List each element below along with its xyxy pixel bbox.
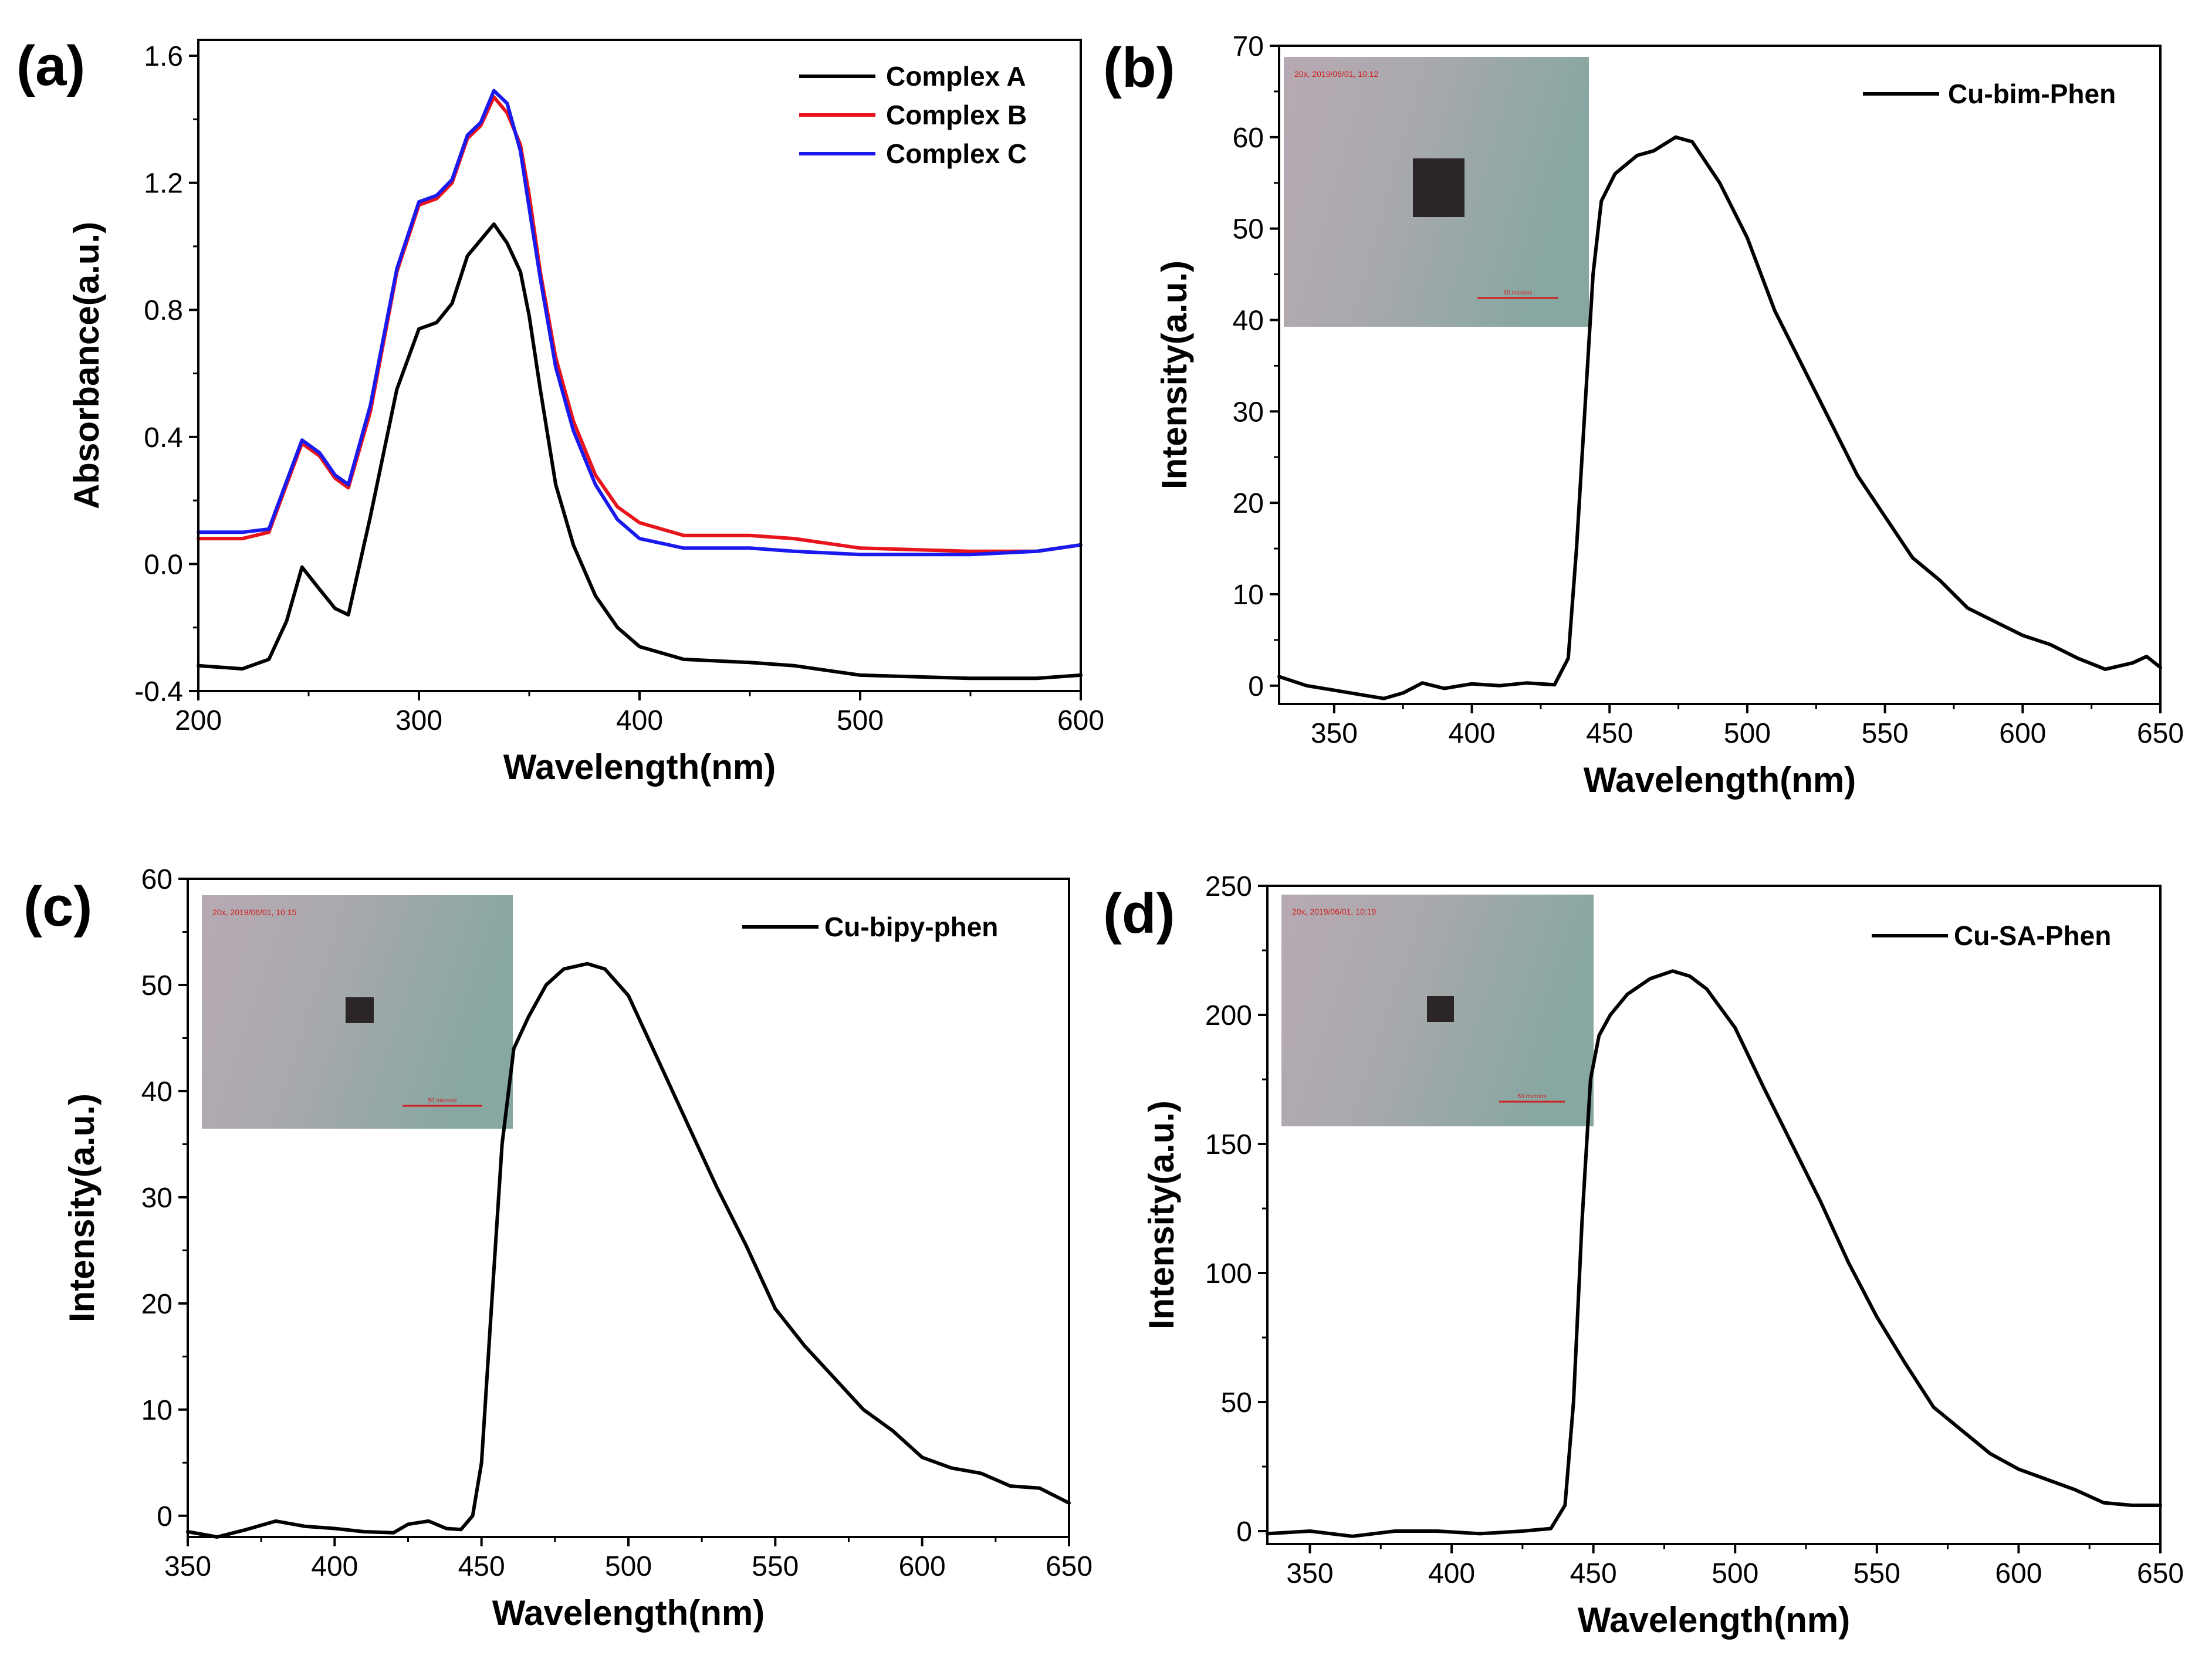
series-line-cu-sa-phen [1266,969,2162,1538]
series-line-complex-b [197,95,1083,553]
y-axis-label: Intensity(a.u.) [62,1093,102,1322]
y-tick-label: 70 [1233,31,1264,62]
y-tick-label: 30 [141,1183,173,1214]
inset-crystal [1413,158,1464,217]
panel-label: (c) [23,875,92,938]
legend-label: Cu-SA-Phen [1954,920,2111,951]
series-line-complex-c [197,89,1083,557]
y-tick-label: 40 [1233,306,1264,337]
legend-label: Complex C [886,138,1027,169]
y-tick-label: 200 [1205,1000,1252,1031]
x-axis-label: Wavelength(nm) [503,747,776,787]
x-tick-label: 550 [1862,718,1909,749]
y-tick-label: 20 [1233,488,1264,519]
y-tick-label: 20 [141,1289,173,1320]
x-tick-label: 600 [1995,1558,2042,1589]
y-tick-label: 40 [141,1076,173,1108]
panel-label: (d) [1103,882,1175,945]
y-tick-label: 60 [141,864,173,895]
y-axis-label: Intensity(a.u.) [1142,1101,1181,1329]
x-tick-label: 450 [458,1551,505,1582]
panel-label: (b) [1103,36,1175,99]
x-tick-label: 650 [2137,1558,2184,1589]
y-axis-label: Absorbance(a.u.) [67,222,106,509]
x-tick-label: 200 [175,705,222,736]
inset-crystal [346,997,374,1023]
x-tick-label: 450 [1570,1558,1617,1589]
x-tick-label: 500 [605,1551,652,1582]
x-tick-label: 350 [164,1551,211,1582]
x-tick-label: 600 [899,1551,946,1582]
legend-label: Cu-bipy-phen [824,912,998,942]
x-tick-label: 500 [1724,718,1771,749]
x-tick-label: 600 [1057,705,1104,736]
legend-label: Cu-bim-Phen [1948,79,2116,109]
y-tick-label: 0 [1248,671,1264,702]
series-line-complex-a [197,222,1083,680]
x-tick-label: 400 [616,705,663,736]
x-tick-label: 400 [1449,718,1496,749]
inset-scale-label: 50 microns [428,1098,457,1104]
y-tick-label: 0.0 [144,549,183,580]
x-tick-label: 350 [1311,718,1358,749]
x-tick-label: 600 [1999,718,2046,749]
series-line-cu-bipy-phen [186,961,1071,1539]
y-tick-label: 0.4 [144,422,183,453]
y-tick-label: 50 [1221,1387,1252,1418]
x-axis-label: Wavelength(nm) [1578,1600,1850,1640]
inset-scale-label: 50 microns [1518,1093,1547,1100]
chart-panel-a: 200 300 400 500 600 -0.4 0.0 0.4 0.8 1.2 1.6 Wavele… [16,35,1104,787]
y-tick-label: 250 [1205,871,1252,902]
x-tick-label: 350 [1286,1558,1333,1589]
y-tick-label: 1.2 [144,168,183,199]
y-tick-label: 50 [141,970,173,1001]
inset-caption: 20x, 2019/06/01, 10:15 [212,908,296,917]
x-tick-label: 500 [1712,1558,1758,1589]
inset-caption: 20x, 2019/06/01, 10:12 [1294,69,1378,79]
y-axis-label: Intensity(a.u.) [1155,260,1194,489]
y-tick-label: -0.4 [134,676,183,707]
y-tick-label: 50 [1233,214,1264,245]
x-tick-label: 650 [2137,718,2184,749]
y-tick-label: 100 [1205,1258,1252,1289]
y-tick-label: 1.6 [144,41,183,72]
y-tick-label: 10 [1233,580,1264,611]
x-axis-label: Wavelength(nm) [492,1593,765,1633]
y-tick-label: 30 [1233,397,1264,428]
y-tick-label: 0 [1236,1516,1252,1548]
y-tick-label: 150 [1205,1129,1252,1160]
x-tick-label: 400 [311,1551,358,1582]
panel-label: (a) [16,35,85,97]
x-tick-label: 450 [1586,718,1633,749]
legend-label: Complex B [886,100,1027,130]
y-tick-label: 10 [141,1395,173,1426]
x-tick-label: 300 [395,705,442,736]
x-axis-label: Wavelength(nm) [1584,760,1856,800]
series-line-cu-bim-phen [1277,135,2162,700]
x-tick-label: 400 [1428,1558,1475,1589]
chart-panel-d: 20x, 2019/06/01, 10:19 50 microns 350 400 45… [1103,871,2184,1640]
plot-frame [197,39,1082,692]
plot-frame [1278,45,2162,705]
inset-scale-label: 50 microns [1504,290,1533,296]
y-tick-label: 60 [1233,123,1264,154]
legend-label: Complex A [886,61,1026,92]
x-tick-label: 500 [837,705,884,736]
inset-crystal [1427,996,1454,1022]
x-tick-label: 550 [1854,1558,1900,1589]
inset-caption: 20x, 2019/06/01, 10:19 [1292,907,1376,916]
y-tick-label: 0.8 [144,295,183,326]
x-tick-label: 650 [1046,1551,1093,1582]
y-tick-label: 0 [157,1501,173,1532]
x-tick-label: 550 [752,1551,799,1582]
plot-frame [1266,885,2162,1545]
